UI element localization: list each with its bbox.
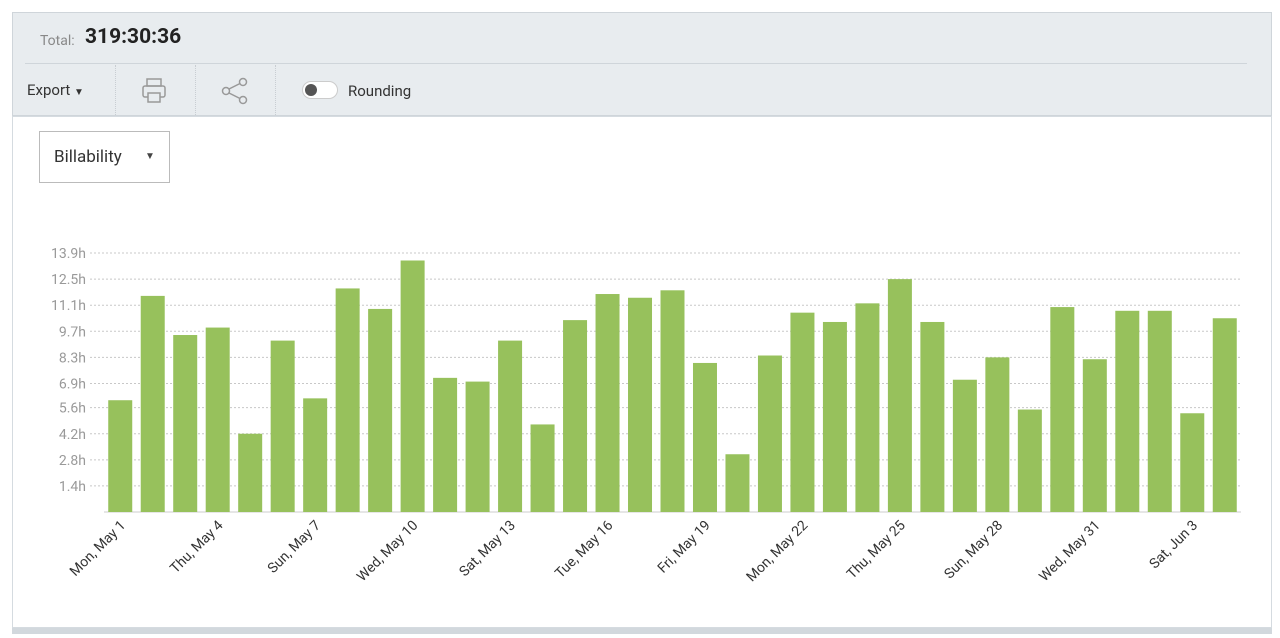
bar bbox=[985, 357, 1010, 512]
rounding-toggle[interactable] bbox=[302, 81, 338, 99]
y-tick-label: 5.6h bbox=[59, 401, 86, 417]
bar bbox=[368, 308, 393, 512]
bar bbox=[1212, 318, 1237, 512]
bar bbox=[692, 362, 717, 512]
y-tick-label: 11.1h bbox=[51, 298, 86, 314]
bar bbox=[173, 335, 198, 512]
bar bbox=[855, 303, 880, 512]
x-tick-label: Tue, May 16 bbox=[552, 517, 616, 581]
billability-dropdown[interactable]: Billability ▼ bbox=[39, 131, 170, 183]
bar bbox=[757, 355, 782, 512]
bar bbox=[270, 340, 295, 512]
bar bbox=[725, 454, 750, 512]
bar bbox=[108, 400, 133, 512]
y-tick-label: 13.9h bbox=[51, 246, 86, 262]
bar bbox=[238, 433, 263, 512]
separator bbox=[195, 65, 197, 115]
total-value: 319:30:36 bbox=[85, 25, 182, 49]
bar bbox=[335, 288, 360, 512]
x-tick-label: Sun, May 28 bbox=[941, 517, 1006, 582]
header-panel bbox=[12, 12, 1272, 116]
x-tick-label: Thu, May 4 bbox=[167, 517, 226, 576]
bar bbox=[1180, 413, 1205, 512]
print-icon[interactable] bbox=[140, 76, 170, 106]
bar bbox=[887, 279, 912, 512]
bar bbox=[205, 327, 230, 512]
dropdown-label: Billability bbox=[54, 147, 122, 167]
y-tick-label: 12.5h bbox=[51, 272, 86, 288]
caret: ▼ bbox=[145, 151, 155, 162]
bar bbox=[660, 290, 685, 512]
bar bbox=[140, 295, 165, 512]
separator bbox=[115, 65, 117, 115]
x-tick-label: Wed, May 10 bbox=[354, 517, 421, 584]
y-tick-label: 9.7h bbox=[59, 324, 86, 340]
bar bbox=[563, 320, 588, 512]
toggle-knob bbox=[305, 84, 317, 96]
caret: ▼ bbox=[74, 87, 84, 98]
x-tick-label: Thu, May 25 bbox=[844, 517, 909, 582]
x-tick-label: Wed, May 31 bbox=[1036, 518, 1103, 585]
bar bbox=[1115, 310, 1140, 512]
bar bbox=[1017, 409, 1042, 512]
x-tick-label: Mon, May 1 bbox=[67, 518, 129, 580]
share-icon[interactable] bbox=[220, 76, 250, 106]
y-tick-label: 4.2h bbox=[59, 427, 86, 443]
bar bbox=[628, 297, 653, 512]
bar bbox=[465, 381, 490, 512]
divider bbox=[25, 63, 1247, 64]
y-tick-label: 1.4h bbox=[59, 479, 86, 495]
card-footer bbox=[12, 628, 1272, 634]
x-tick-label: Fri, May 19 bbox=[655, 518, 714, 577]
bar bbox=[1082, 359, 1107, 512]
export-button[interactable]: Export ▼ bbox=[27, 81, 84, 99]
separator bbox=[275, 65, 277, 115]
bar bbox=[498, 340, 523, 512]
bar bbox=[822, 321, 847, 512]
bar bbox=[595, 294, 620, 512]
y-tick-label: 2.8h bbox=[59, 453, 86, 469]
x-tick-label: Sun, May 7 bbox=[265, 517, 324, 576]
bar bbox=[920, 321, 945, 512]
x-tick-label: Mon, May 22 bbox=[744, 517, 812, 585]
export-label: Export bbox=[27, 81, 71, 99]
total-label: Total: bbox=[40, 33, 75, 49]
rounding-label: Rounding bbox=[348, 82, 412, 100]
bar bbox=[303, 398, 328, 512]
bar bbox=[952, 379, 977, 512]
bar bbox=[1050, 307, 1075, 512]
y-tick-label: 8.3h bbox=[59, 350, 86, 366]
bar bbox=[400, 260, 425, 512]
y-tick-label: 6.9h bbox=[59, 376, 86, 392]
bar bbox=[1147, 310, 1172, 512]
x-tick-label: Sat, Jun 3 bbox=[1146, 518, 1201, 573]
bar bbox=[790, 312, 815, 512]
bar bbox=[433, 377, 458, 512]
x-tick-label: Sat, May 13 bbox=[456, 518, 518, 580]
bar bbox=[530, 424, 555, 512]
